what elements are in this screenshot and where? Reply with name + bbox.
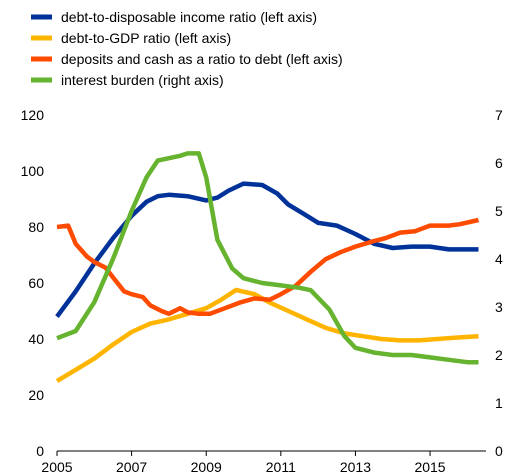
legend-swatch [31, 56, 52, 62]
left-axis-tick-labels: 0 20 40 60 80 100 120 [21, 107, 45, 459]
x-axis-tick-label: 2007 [116, 459, 147, 474]
series-line [55, 181, 479, 318]
legend-label: deposits and cash as a ratio to debt (le… [61, 51, 343, 67]
series-line [56, 217, 479, 317]
series-line [55, 287, 479, 383]
x-axis-tick-label: 2009 [191, 459, 222, 474]
x-axis-tick-label: 2011 [266, 459, 296, 474]
left-axis-tick-label: 120 [21, 107, 45, 123]
legend-item: interest burden (right axis) [31, 72, 224, 88]
x-axis-tick-label: 2013 [340, 459, 371, 474]
legend-swatch [31, 14, 52, 20]
right-axis-tick-label: 3 [495, 299, 503, 315]
chart-axes [56, 450, 486, 456]
right-axis-tick-labels: 0 1 2 3 4 5 6 7 [495, 107, 503, 459]
right-axis-tick-label: 7 [495, 107, 503, 123]
legend-swatch [31, 35, 52, 41]
right-axis-tick-label: 0 [495, 443, 503, 459]
x-axis-tick-label: 2015 [414, 459, 445, 474]
right-axis-tick-label: 4 [495, 251, 503, 267]
right-axis-tick-label: 2 [495, 347, 503, 363]
chart-legend: debt-to-disposable income ratio (left ax… [31, 9, 343, 88]
left-axis-tick-label: 80 [28, 219, 44, 235]
left-axis-tick-label: 20 [28, 387, 44, 403]
legend-label: debt-to-disposable income ratio (left ax… [61, 9, 317, 25]
legend-item: debt-to-GDP ratio (left axis) [31, 30, 231, 46]
left-axis-tick-label: 60 [28, 275, 44, 291]
right-axis-tick-label: 5 [495, 203, 503, 219]
x-axis-tick-labels: 2005 2007 2009 2011 2013 2015 [41, 459, 445, 474]
legend-label: debt-to-GDP ratio (left axis) [61, 30, 231, 46]
right-axis-tick-label: 1 [495, 395, 503, 411]
left-axis-tick-label: 40 [28, 331, 44, 347]
chart-series [55, 151, 479, 383]
right-axis-tick-label: 6 [495, 155, 503, 171]
series-line [56, 151, 479, 365]
legend-item: deposits and cash as a ratio to debt (le… [31, 51, 343, 67]
x-axis-tick-label: 2005 [41, 459, 72, 474]
legend-swatch [31, 77, 52, 83]
legend-label: interest burden (right axis) [61, 72, 224, 88]
legend-item: debt-to-disposable income ratio (left ax… [31, 9, 317, 25]
left-axis-tick-label: 100 [21, 163, 45, 179]
left-axis-tick-label: 0 [36, 443, 44, 459]
